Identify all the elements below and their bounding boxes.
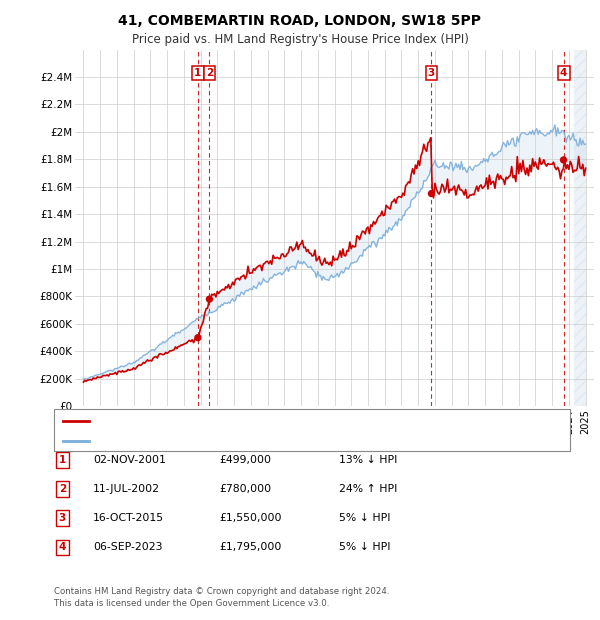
Text: £1,795,000: £1,795,000 <box>219 542 281 552</box>
Point <box>193 333 203 343</box>
Text: 24% ↑ HPI: 24% ↑ HPI <box>339 484 397 494</box>
Text: 2: 2 <box>59 484 66 494</box>
Text: 13% ↓ HPI: 13% ↓ HPI <box>339 455 397 465</box>
Text: 41, COMBEMARTIN ROAD, LONDON, SW18 5PP (detached house): 41, COMBEMARTIN ROAD, LONDON, SW18 5PP (… <box>93 416 430 426</box>
Text: 02-NOV-2001: 02-NOV-2001 <box>93 455 166 465</box>
Text: £780,000: £780,000 <box>219 484 271 494</box>
Text: £499,000: £499,000 <box>219 455 271 465</box>
Text: 5% ↓ HPI: 5% ↓ HPI <box>339 513 391 523</box>
Text: 3: 3 <box>428 68 435 78</box>
Text: HPI: Average price, detached house, Wandsworth: HPI: Average price, detached house, Wand… <box>93 436 350 446</box>
Text: 1: 1 <box>59 455 66 465</box>
Text: 06-SEP-2023: 06-SEP-2023 <box>93 542 163 552</box>
Text: 5% ↓ HPI: 5% ↓ HPI <box>339 542 391 552</box>
Text: 1: 1 <box>194 68 202 78</box>
Text: Price paid vs. HM Land Registry's House Price Index (HPI): Price paid vs. HM Land Registry's House … <box>131 33 469 46</box>
Text: 11-JUL-2002: 11-JUL-2002 <box>93 484 160 494</box>
Text: 16-OCT-2015: 16-OCT-2015 <box>93 513 164 523</box>
Point <box>427 188 436 198</box>
Text: £1,550,000: £1,550,000 <box>219 513 281 523</box>
Text: This data is licensed under the Open Government Licence v3.0.: This data is licensed under the Open Gov… <box>54 598 329 608</box>
Point <box>559 155 568 165</box>
Text: 41, COMBEMARTIN ROAD, LONDON, SW18 5PP: 41, COMBEMARTIN ROAD, LONDON, SW18 5PP <box>119 14 482 28</box>
Text: 4: 4 <box>560 68 567 78</box>
Text: 4: 4 <box>59 542 66 552</box>
Text: Contains HM Land Registry data © Crown copyright and database right 2024.: Contains HM Land Registry data © Crown c… <box>54 587 389 596</box>
Text: 2: 2 <box>206 68 213 78</box>
Text: 3: 3 <box>59 513 66 523</box>
Point <box>205 294 214 304</box>
